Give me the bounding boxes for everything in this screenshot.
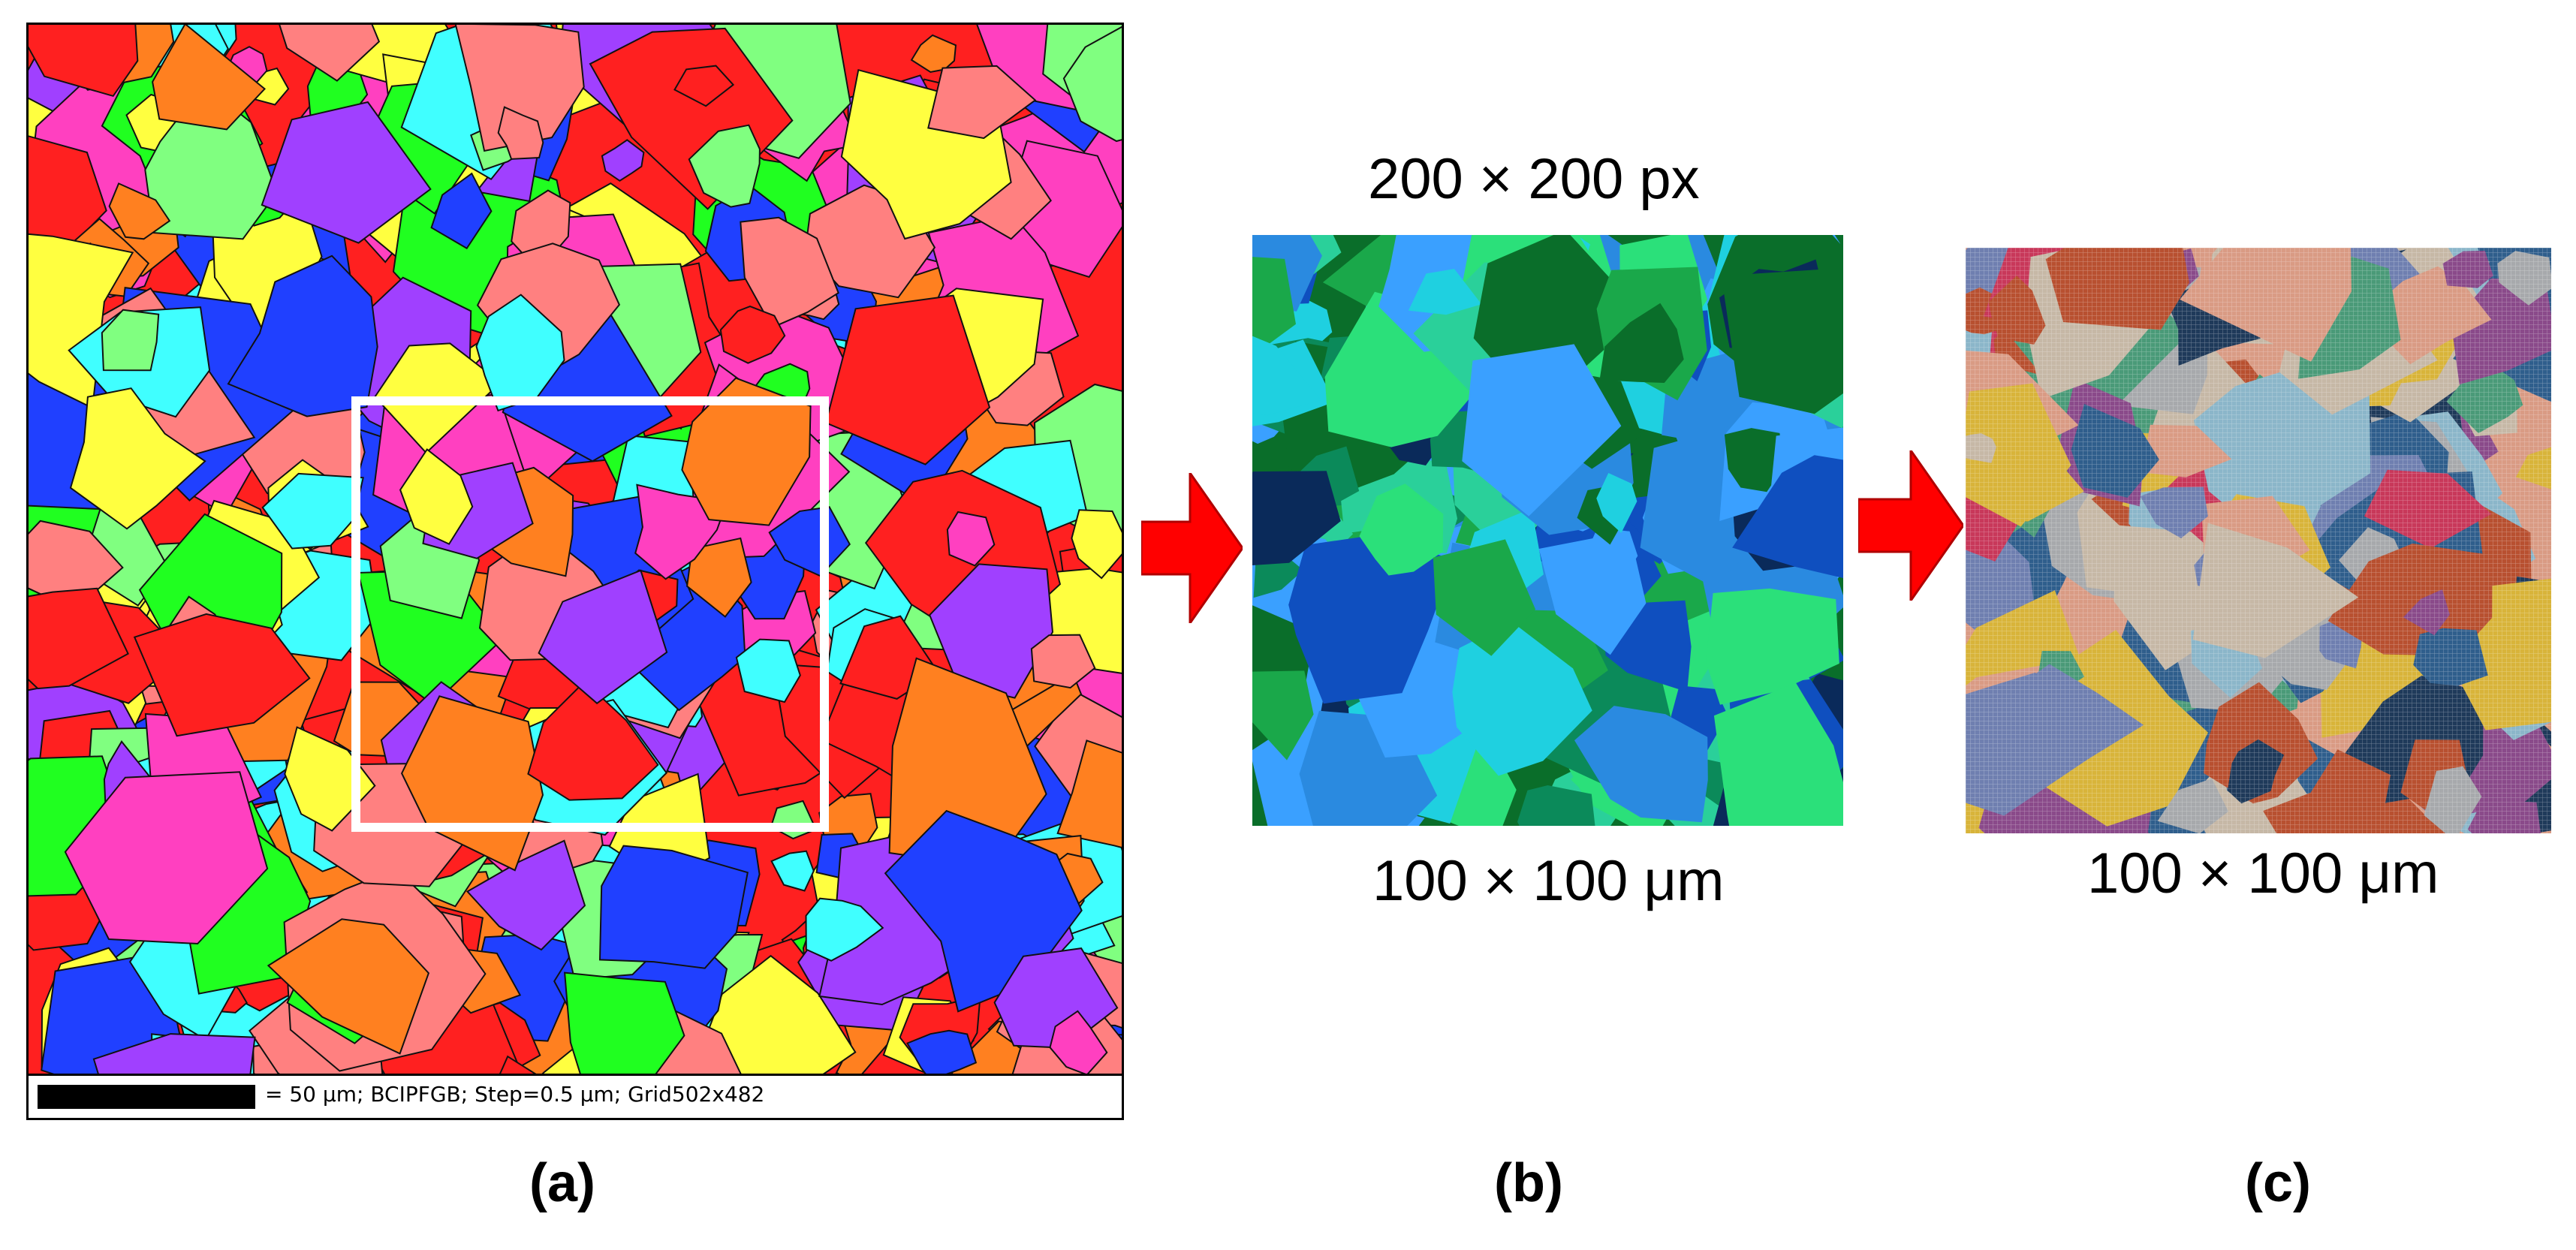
- physical-size-label-b: 100 × 100 μm: [1372, 849, 1725, 913]
- cropped-grain-map: [1252, 235, 1843, 826]
- clustered-grain-map: [1966, 248, 2551, 833]
- pixel-size-label: 200 × 200 px: [1368, 147, 1700, 211]
- scale-bar: [38, 1085, 255, 1109]
- blue-green-grain-texture: [1252, 235, 1843, 826]
- arrow-icon: [1858, 450, 1963, 601]
- scale-bar-strip: = 50 μm; BCIPFGB; Step=0.5 μm; Grid502x4…: [26, 1074, 1124, 1120]
- caption-c: (c): [2245, 1153, 2311, 1213]
- physical-size-label-c: 100 × 100 μm: [2087, 842, 2439, 905]
- region-of-interest-box: [351, 396, 829, 832]
- arrow-icon: [1141, 473, 1243, 623]
- caption-a: (a): [529, 1153, 595, 1213]
- cluster-grain-texture: [1966, 248, 2551, 833]
- caption-b: (b): [1494, 1153, 1563, 1213]
- scale-bar-text: = 50 μm; BCIPFGB; Step=0.5 μm; Grid502x4…: [265, 1082, 765, 1107]
